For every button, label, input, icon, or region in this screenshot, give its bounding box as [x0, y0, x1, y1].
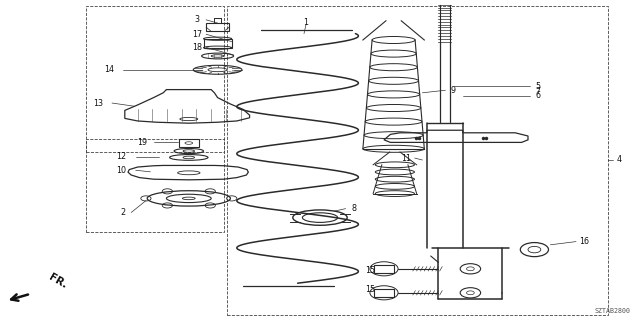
- Bar: [86, 139, 224, 232]
- Text: 16: 16: [579, 237, 589, 246]
- Text: 18: 18: [192, 43, 202, 52]
- Text: 15: 15: [365, 285, 375, 294]
- Bar: [374, 289, 394, 297]
- Text: FR.: FR.: [47, 272, 68, 290]
- Text: 7: 7: [535, 87, 540, 96]
- Text: 8: 8: [351, 204, 356, 213]
- Text: 13: 13: [93, 99, 103, 108]
- Text: 17: 17: [192, 30, 202, 39]
- Text: 4: 4: [617, 156, 622, 164]
- Text: 14: 14: [104, 65, 114, 74]
- Text: 5: 5: [535, 82, 540, 91]
- Bar: [227, 6, 608, 315]
- Text: 15: 15: [365, 266, 375, 275]
- Text: 6: 6: [535, 92, 540, 100]
- Bar: [86, 6, 224, 152]
- Text: 9: 9: [451, 86, 456, 95]
- Text: SZTAB2800: SZTAB2800: [595, 308, 630, 314]
- Bar: [374, 265, 394, 273]
- Text: 2: 2: [120, 208, 125, 217]
- Text: 10: 10: [116, 166, 127, 175]
- Bar: [206, 23, 229, 31]
- Text: 1: 1: [303, 18, 308, 27]
- Bar: [204, 39, 232, 48]
- Text: 3: 3: [195, 15, 200, 24]
- Text: 19: 19: [137, 138, 147, 147]
- Bar: [179, 139, 199, 147]
- Text: 12: 12: [116, 152, 127, 161]
- Text: 11: 11: [401, 154, 412, 163]
